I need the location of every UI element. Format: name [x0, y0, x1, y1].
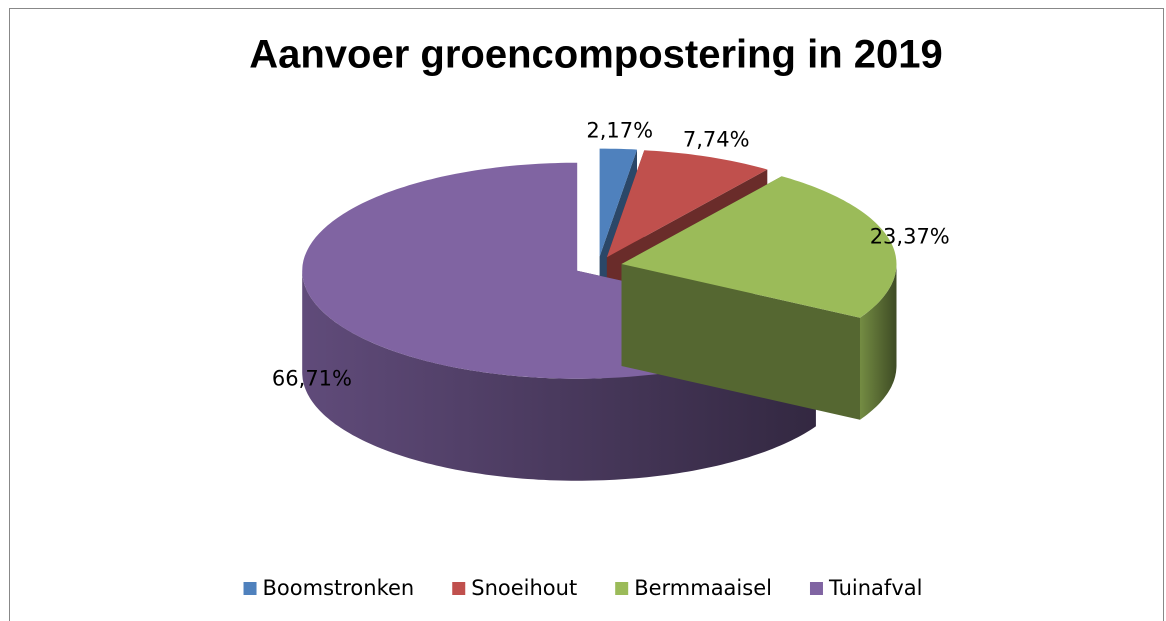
data-label: 23,37% — [870, 224, 950, 248]
chart-border — [9, 8, 1164, 621]
chart-title: Aanvoer groencompostering in 2019 — [249, 33, 943, 77]
pie — [302, 148, 897, 481]
slice-wall — [621, 264, 860, 420]
legend-swatch — [452, 582, 466, 595]
data-label: 66,71% — [272, 367, 352, 391]
legend-label: Boomstronken — [263, 576, 415, 600]
data-label: 2,17% — [586, 118, 653, 142]
legend: Boomstronken Snoeihout Bermmaaisel Tuinafva… — [243, 576, 923, 600]
slice — [621, 176, 897, 318]
slice-side — [302, 270, 816, 481]
legend-swatch — [243, 582, 257, 595]
slice — [606, 150, 768, 258]
legend-label: Snoeihout — [471, 576, 577, 600]
legend-label: Bermmaaisel — [634, 576, 772, 600]
slice-side — [860, 264, 897, 420]
slice — [599, 148, 637, 257]
legend-swatch — [615, 582, 629, 595]
data-label: 7,74% — [683, 128, 750, 152]
legend-label: Tuinafval — [828, 576, 923, 600]
legend-swatch — [809, 582, 823, 595]
